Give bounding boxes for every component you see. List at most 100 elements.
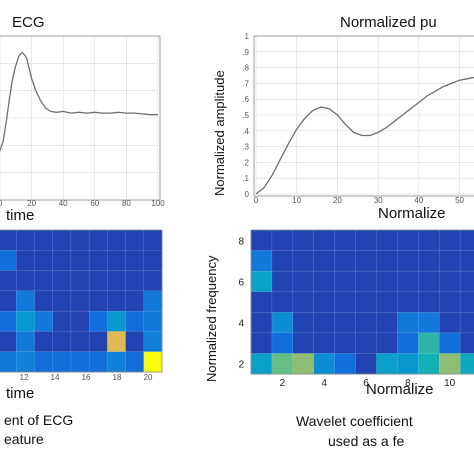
- pulse-heatmap-cell: [250, 312, 273, 334]
- pulse-plot-frame: [253, 35, 474, 197]
- ecg-heatmap-cell: [16, 270, 36, 292]
- pulse-heatmap-cell: [376, 353, 398, 375]
- ecg-heatmap-cell: [52, 290, 72, 312]
- pulse-x-tick-label: 0: [254, 196, 259, 205]
- pulse-heatmap-cell: [292, 270, 315, 293]
- pulse-heatmap-cell: [313, 291, 336, 313]
- pulse-heatmap-cell: [250, 229, 273, 252]
- ecg-gridlines: [0, 36, 159, 200]
- ecg-heatmap-cell: [52, 310, 72, 333]
- ecg-heatmap-cell: [16, 250, 36, 272]
- pulse-heatmap-cell: [438, 291, 461, 313]
- ecg-x-tick-label: 40: [59, 199, 68, 208]
- pulse-y-tick-label: .4: [242, 127, 249, 136]
- pulse-heatmap-cell: [418, 270, 440, 293]
- ecg-heatmap-cell: [70, 310, 90, 333]
- ecg-heatmap-cell: [143, 229, 163, 251]
- ecg-heatmap-cell: [34, 351, 54, 373]
- ecg-heatmap-cell: [107, 229, 127, 251]
- pulse-x-ticks: 0 10 20 30 40 50: [254, 196, 465, 205]
- ecg-heatmap-cell: [88, 270, 108, 292]
- pulse-heatmap-y-tick-label: 6: [238, 277, 244, 288]
- pulse-y-axis-label: Normalized amplitude: [212, 70, 227, 196]
- pulse-heatmap-cell: [376, 312, 398, 334]
- ecg-x-ticks: 0 20 40 60 80 100: [0, 199, 165, 208]
- pulse-heatmap-cell: [271, 353, 294, 375]
- ecg-heatmap-cell: [143, 310, 163, 333]
- pulse-heatmap-cell: [292, 229, 315, 252]
- pulse-heatmap-cell: [459, 332, 474, 355]
- ecg-heatmap-cell: [70, 229, 90, 251]
- pulse-y-ticks: 0 .1 .2 .3 .4 .5 .6 .7 .8 .9 1: [242, 32, 249, 199]
- pulse-heatmap-cell: [250, 270, 273, 293]
- pulse-heatmap-cell: [397, 312, 419, 334]
- pulse-heatmap-cell: [292, 291, 315, 313]
- ecg-heatmap-cell: [16, 351, 36, 373]
- pulse-heatmap-cell: [334, 332, 357, 355]
- pulse-heatmap-cell: [271, 270, 294, 293]
- pulse-heatmap-x-tick-label: 6: [363, 378, 369, 389]
- ecg-heatmap-cell: [52, 270, 72, 292]
- pulse-heatmap-cell: [376, 250, 398, 272]
- pulse-heatmap-cell: [418, 250, 440, 272]
- pulse-heatmap-cell: [459, 270, 474, 293]
- ecg-heatmap-x-tick-label: 18: [113, 373, 122, 382]
- pulse-heatmap-y-tick-label: 2: [238, 360, 244, 371]
- pulse-series-line: [255, 76, 474, 195]
- ecg-heatmap-cell: [16, 290, 36, 312]
- pulse-x-tick-label: 40: [414, 196, 423, 205]
- ecg-heatmap-cell: [52, 229, 72, 251]
- ecg-heatmap-cell: [125, 351, 145, 373]
- ecg-heatmap-cell: [143, 270, 163, 292]
- ecg-heatmap-cell: [88, 229, 108, 251]
- pulse-x-axis-label: Normalize: [378, 205, 446, 222]
- pulse-heatmap-cell: [271, 250, 294, 272]
- ecg-heatmap-cell: [125, 250, 145, 272]
- ecg-plot-frame: [0, 35, 161, 201]
- ecg-heatmap-x-tick-label: 12: [20, 373, 29, 382]
- ecg-heatmap-cell: [88, 331, 108, 353]
- pulse-heatmap-cell: [334, 353, 357, 375]
- pulse-heatmap-cell: [459, 291, 474, 313]
- ecg-heatmap-cell: [70, 331, 90, 353]
- ecg-heatmap-cell: [70, 270, 90, 292]
- ecg-heatmap-cell: [0, 310, 17, 333]
- pulse-x-tick-label: 20: [333, 196, 342, 205]
- pulse-heatmap-cell: [313, 332, 336, 355]
- pulse-heatmap-cell: [271, 291, 294, 313]
- pulse-heatmap-cell: [292, 250, 315, 272]
- ecg-heatmap-cell: [52, 331, 72, 353]
- ecg-heatmap-cell: [16, 331, 36, 353]
- ecg-x-tick-label: 0: [0, 199, 3, 208]
- pulse-heatmap-cell: [438, 229, 461, 252]
- ecg-heatmap-cell: [125, 229, 145, 251]
- ecg-heatmap-cell: [143, 351, 163, 373]
- ecg-heatmap-cell: [143, 250, 163, 272]
- ecg-caption-line-1: ent of ECG: [4, 412, 73, 428]
- pulse-heatmap-cell: [292, 312, 315, 334]
- ecg-x-tick-label: 100: [151, 199, 165, 208]
- ecg-heatmap-cell: [143, 331, 163, 353]
- pulse-heatmap-cell: [271, 229, 294, 252]
- ecg-heatmap-cell: [107, 290, 127, 312]
- pulse-heatmap-cell: [397, 291, 419, 313]
- pulse-x-tick-label: 30: [374, 196, 383, 205]
- ecg-heatmap-cell: [52, 351, 72, 373]
- pulse-y-tick-label: .6: [242, 95, 249, 104]
- pulse-heatmap-cell: [397, 250, 419, 272]
- ecg-heatmap-panel: 12 14 16 18 20 time ent of ECG eature: [0, 229, 163, 447]
- pulse-heatmap-x-tick-label: 8: [405, 378, 411, 389]
- pulse-heatmap-cells: [250, 229, 474, 375]
- ecg-heatmap-cell: [34, 270, 54, 292]
- pulse-heatmap-cell: [334, 250, 357, 272]
- ecg-heatmap-cell: [143, 290, 163, 312]
- pulse-heatmap-x-tick-label: 2: [280, 378, 286, 389]
- ecg-heatmap-frame: [0, 229, 163, 373]
- ecg-heatmap-cell: [0, 250, 17, 272]
- pulse-caption-line-2: used as a fe: [328, 433, 404, 449]
- pulse-heatmap-cell: [355, 291, 378, 313]
- pulse-heatmap-cell: [334, 312, 357, 334]
- ecg-x-tick-label: 80: [122, 199, 131, 208]
- pulse-heatmap-cell: [292, 353, 315, 375]
- ecg-caption-line-2: eature: [4, 431, 44, 447]
